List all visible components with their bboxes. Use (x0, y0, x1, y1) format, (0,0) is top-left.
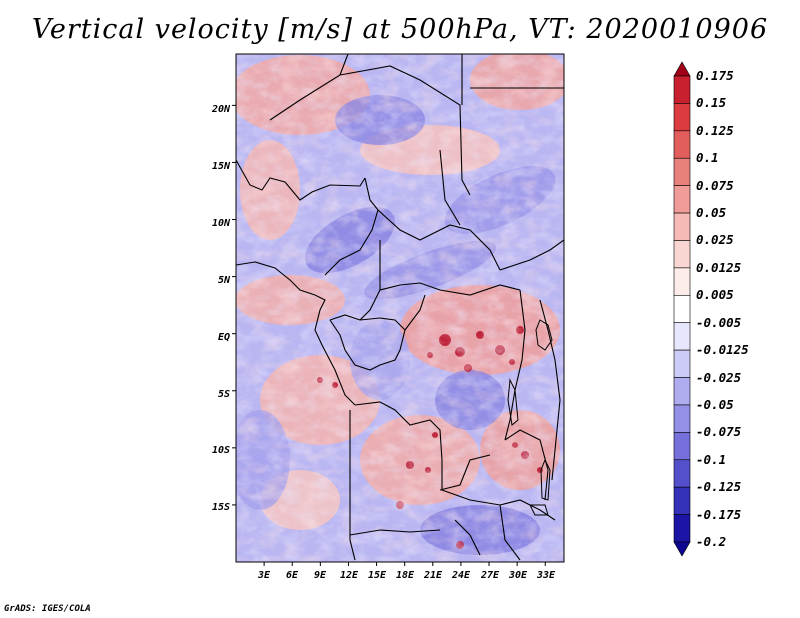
lon-label: 21E (423, 570, 443, 581)
axis-ticks (232, 104, 546, 566)
lon-label: 3E (257, 570, 271, 581)
lat-label: 15S (211, 502, 230, 513)
colorbar-label: -0.2 (696, 534, 727, 549)
lon-label: 9E (313, 570, 327, 581)
velocity-field (236, 54, 564, 562)
lat-label: 5N (217, 275, 230, 286)
lon-label: 15E (367, 570, 387, 581)
lon-label: 30E (508, 570, 528, 581)
colorbar-label: 0.005 (696, 287, 734, 303)
lon-label: 24E (451, 570, 471, 581)
colorbar-swatch (673, 61, 691, 77)
colorbar-swatch (673, 432, 691, 461)
colorbar-label: 0.125 (696, 122, 734, 138)
colorbar-label: 0.075 (696, 177, 734, 193)
colorbar-label: 0.05 (696, 205, 727, 221)
colorbar-label: -0.125 (696, 479, 742, 495)
colorbar-swatch (673, 541, 691, 557)
map-frame (235, 53, 565, 563)
colorbar-swatch (673, 75, 691, 104)
colorbar-label: -0.075 (696, 424, 742, 440)
lat-label: 15N (211, 161, 230, 172)
colorbar-swatch (673, 103, 691, 132)
colorbar-label: 0.175 (696, 68, 734, 83)
colorbar-label: 0.1 (696, 150, 719, 166)
lon-label: 18E (395, 570, 415, 581)
colorbar-swatch (673, 514, 691, 543)
lon-label: 6E (285, 570, 299, 581)
colorbar-label: 0.025 (696, 232, 734, 248)
colorbar-swatch (673, 322, 691, 351)
lat-label: 10N (211, 218, 230, 229)
lat-label: 20N (211, 104, 230, 115)
colorbar-label: 0.15 (696, 95, 727, 111)
colorbar-label: -0.025 (696, 369, 742, 385)
colorbar-label: -0.0125 (696, 342, 749, 358)
colorbar-swatch (673, 267, 691, 296)
country-borders (236, 54, 564, 561)
lon-label: 27E (480, 570, 500, 581)
colorbar-swatch (673, 486, 691, 515)
lon-label: 12E (339, 570, 359, 581)
credit-text: GrADS: IGES/COLA (4, 604, 91, 614)
colorbar-label: -0.05 (696, 396, 734, 412)
chart-title: Vertical velocity [m/s] at 500hPa, VT: 2… (31, 14, 769, 45)
colorbar-swatch (673, 130, 691, 159)
lakes (507, 319, 553, 516)
colorbar-label: -0.005 (696, 314, 742, 330)
colorbar-label: -0.175 (696, 506, 742, 522)
lat-label: 10S (211, 445, 230, 456)
colorbar-swatch (673, 212, 691, 241)
colorbar-swatch (673, 240, 691, 269)
colorbar-label: 0.0125 (696, 259, 742, 275)
colorbar-swatch (673, 157, 691, 186)
lon-label: 33E (536, 570, 556, 581)
colorbar-label: -0.1 (696, 451, 727, 467)
lat-label: EQ (217, 332, 230, 343)
lat-label: 5S (217, 389, 230, 400)
colorbar (673, 61, 691, 557)
colorbar-swatch (673, 185, 691, 214)
colorbar-swatch (673, 377, 691, 406)
colorbar-swatch (673, 349, 691, 378)
colorbar-swatch (673, 404, 691, 433)
colorbar-swatch (673, 459, 691, 488)
colorbar-swatch (673, 294, 691, 324)
